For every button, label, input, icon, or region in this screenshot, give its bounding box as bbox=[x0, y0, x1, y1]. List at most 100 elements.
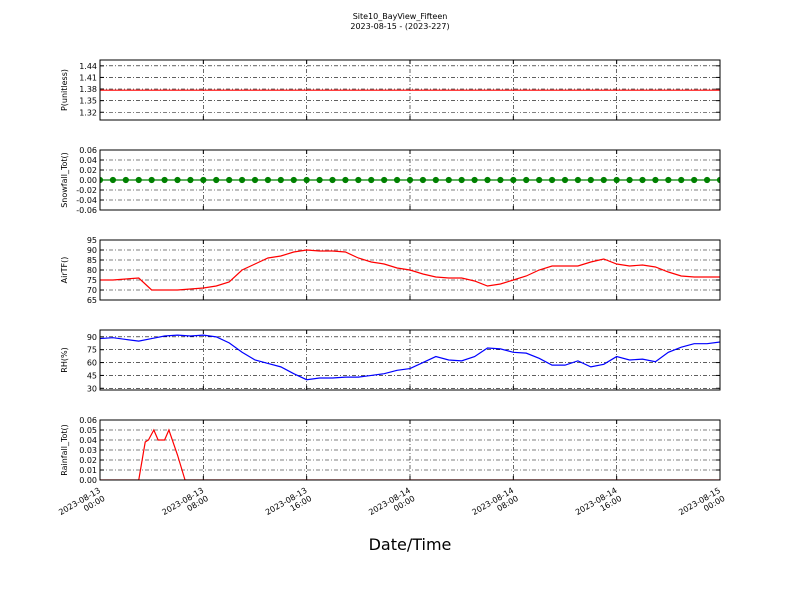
x-tick-label: 2023-08-1300:00 bbox=[57, 486, 106, 525]
data-point bbox=[264, 176, 272, 184]
data-line bbox=[100, 334, 720, 381]
y-tick-label: 0.06 bbox=[79, 146, 97, 155]
data-point bbox=[445, 176, 452, 184]
data-point bbox=[122, 176, 129, 184]
y-tick-label: 0.05 bbox=[79, 426, 97, 435]
plot-marks bbox=[100, 334, 720, 381]
data-point bbox=[355, 176, 362, 184]
x-tick-label: 2023-08-1408:00 bbox=[471, 486, 520, 525]
data-point bbox=[510, 176, 517, 184]
y-tick-label: 70 bbox=[87, 286, 97, 295]
y-axis-label: RH(%) bbox=[60, 347, 69, 372]
y-tick-label: 0.00 bbox=[79, 176, 97, 185]
figure-title: Site10_BayView_Fifteen bbox=[353, 12, 448, 21]
data-point bbox=[471, 176, 478, 184]
data-point bbox=[200, 176, 207, 184]
plot-frame bbox=[99, 329, 721, 391]
data-point bbox=[561, 176, 569, 184]
y-tick-label: -0.06 bbox=[76, 206, 97, 215]
data-point bbox=[419, 176, 427, 184]
y-tick-label: 0.06 bbox=[79, 416, 97, 425]
y-tick-label: 95 bbox=[87, 236, 97, 245]
data-line bbox=[100, 428, 720, 480]
x-tick-label: 2023-08-1400:00 bbox=[367, 486, 416, 525]
y-tick-label: -0.02 bbox=[76, 186, 97, 195]
y-tick-label: 0.04 bbox=[79, 436, 97, 445]
plot-frame bbox=[99, 239, 721, 301]
data-point bbox=[626, 176, 633, 184]
data-point bbox=[432, 176, 439, 184]
data-point bbox=[665, 176, 672, 184]
y-tick-label: 0.02 bbox=[79, 456, 97, 465]
data-point bbox=[716, 176, 720, 184]
y-axis-label: P(unitless) bbox=[60, 69, 69, 111]
data-point bbox=[600, 176, 607, 184]
data-point bbox=[109, 176, 117, 184]
y-tick-label: 30 bbox=[87, 384, 97, 393]
data-point bbox=[691, 176, 698, 184]
data-point bbox=[381, 176, 388, 184]
y-axis-label: AirTF() bbox=[60, 257, 69, 284]
data-point bbox=[587, 176, 594, 184]
data-point bbox=[187, 176, 194, 184]
data-point bbox=[536, 176, 543, 184]
data-point bbox=[574, 176, 582, 184]
y-tick-label: 65 bbox=[87, 296, 97, 305]
data-point bbox=[406, 176, 414, 184]
data-point bbox=[703, 176, 711, 184]
y-tick-label: 0.01 bbox=[79, 466, 97, 475]
y-tick-label: 90 bbox=[87, 333, 97, 342]
y-tick-label: 0.04 bbox=[79, 156, 97, 165]
x-tick-label: 2023-08-1416:00 bbox=[574, 486, 623, 525]
data-point bbox=[161, 176, 168, 184]
data-point bbox=[174, 176, 181, 184]
y-tick-label: 1.35 bbox=[79, 97, 97, 106]
plot-frame bbox=[99, 149, 721, 211]
data-point bbox=[639, 176, 646, 184]
data-line bbox=[100, 249, 720, 291]
y-tick-label: 0.03 bbox=[79, 446, 97, 455]
y-tick-label: 1.32 bbox=[79, 108, 97, 117]
plot-frame bbox=[99, 419, 721, 481]
x-tick-label: 2023-08-1316:00 bbox=[264, 486, 313, 525]
y-axis-label: Snowfall_Tot() bbox=[60, 152, 69, 208]
data-point bbox=[290, 176, 297, 184]
x-tick-label: 2023-08-1308:00 bbox=[161, 486, 210, 525]
y-tick-label: -0.04 bbox=[76, 196, 97, 205]
plot-marks bbox=[100, 428, 720, 480]
y-tick-label: 75 bbox=[87, 346, 97, 355]
data-point bbox=[548, 176, 556, 184]
x-axis-label: Date/Time bbox=[369, 535, 452, 554]
plot-marks bbox=[100, 249, 720, 291]
plot-frame bbox=[99, 59, 721, 121]
data-point bbox=[329, 176, 336, 184]
y-tick-label: 90 bbox=[87, 246, 97, 255]
data-point bbox=[678, 176, 685, 184]
y-tick-label: 80 bbox=[87, 266, 97, 275]
data-point bbox=[277, 176, 284, 184]
figure-subtitle: 2023-08-15 - (2023-227) bbox=[350, 22, 449, 31]
data-point bbox=[251, 176, 259, 184]
data-point bbox=[148, 176, 155, 184]
data-point bbox=[613, 176, 620, 184]
y-tick-label: 60 bbox=[87, 359, 97, 368]
y-axis-label: Rainfall_Tot() bbox=[60, 424, 69, 476]
y-tick-label: 0.00 bbox=[79, 476, 97, 485]
x-tick-label: 2023-08-1500:00 bbox=[677, 486, 726, 525]
data-point bbox=[368, 176, 375, 184]
y-tick-label: 1.44 bbox=[79, 62, 97, 71]
data-point bbox=[303, 176, 310, 184]
y-tick-label: 0.02 bbox=[79, 166, 97, 175]
data-point bbox=[342, 176, 349, 184]
data-point bbox=[238, 176, 246, 184]
plot-marks bbox=[100, 176, 720, 184]
data-point bbox=[213, 176, 220, 184]
data-point bbox=[226, 176, 233, 184]
data-point bbox=[484, 176, 491, 184]
data-point bbox=[652, 176, 659, 184]
data-point bbox=[316, 176, 323, 184]
data-point bbox=[135, 176, 142, 184]
data-point bbox=[393, 176, 401, 184]
data-point bbox=[523, 176, 530, 184]
